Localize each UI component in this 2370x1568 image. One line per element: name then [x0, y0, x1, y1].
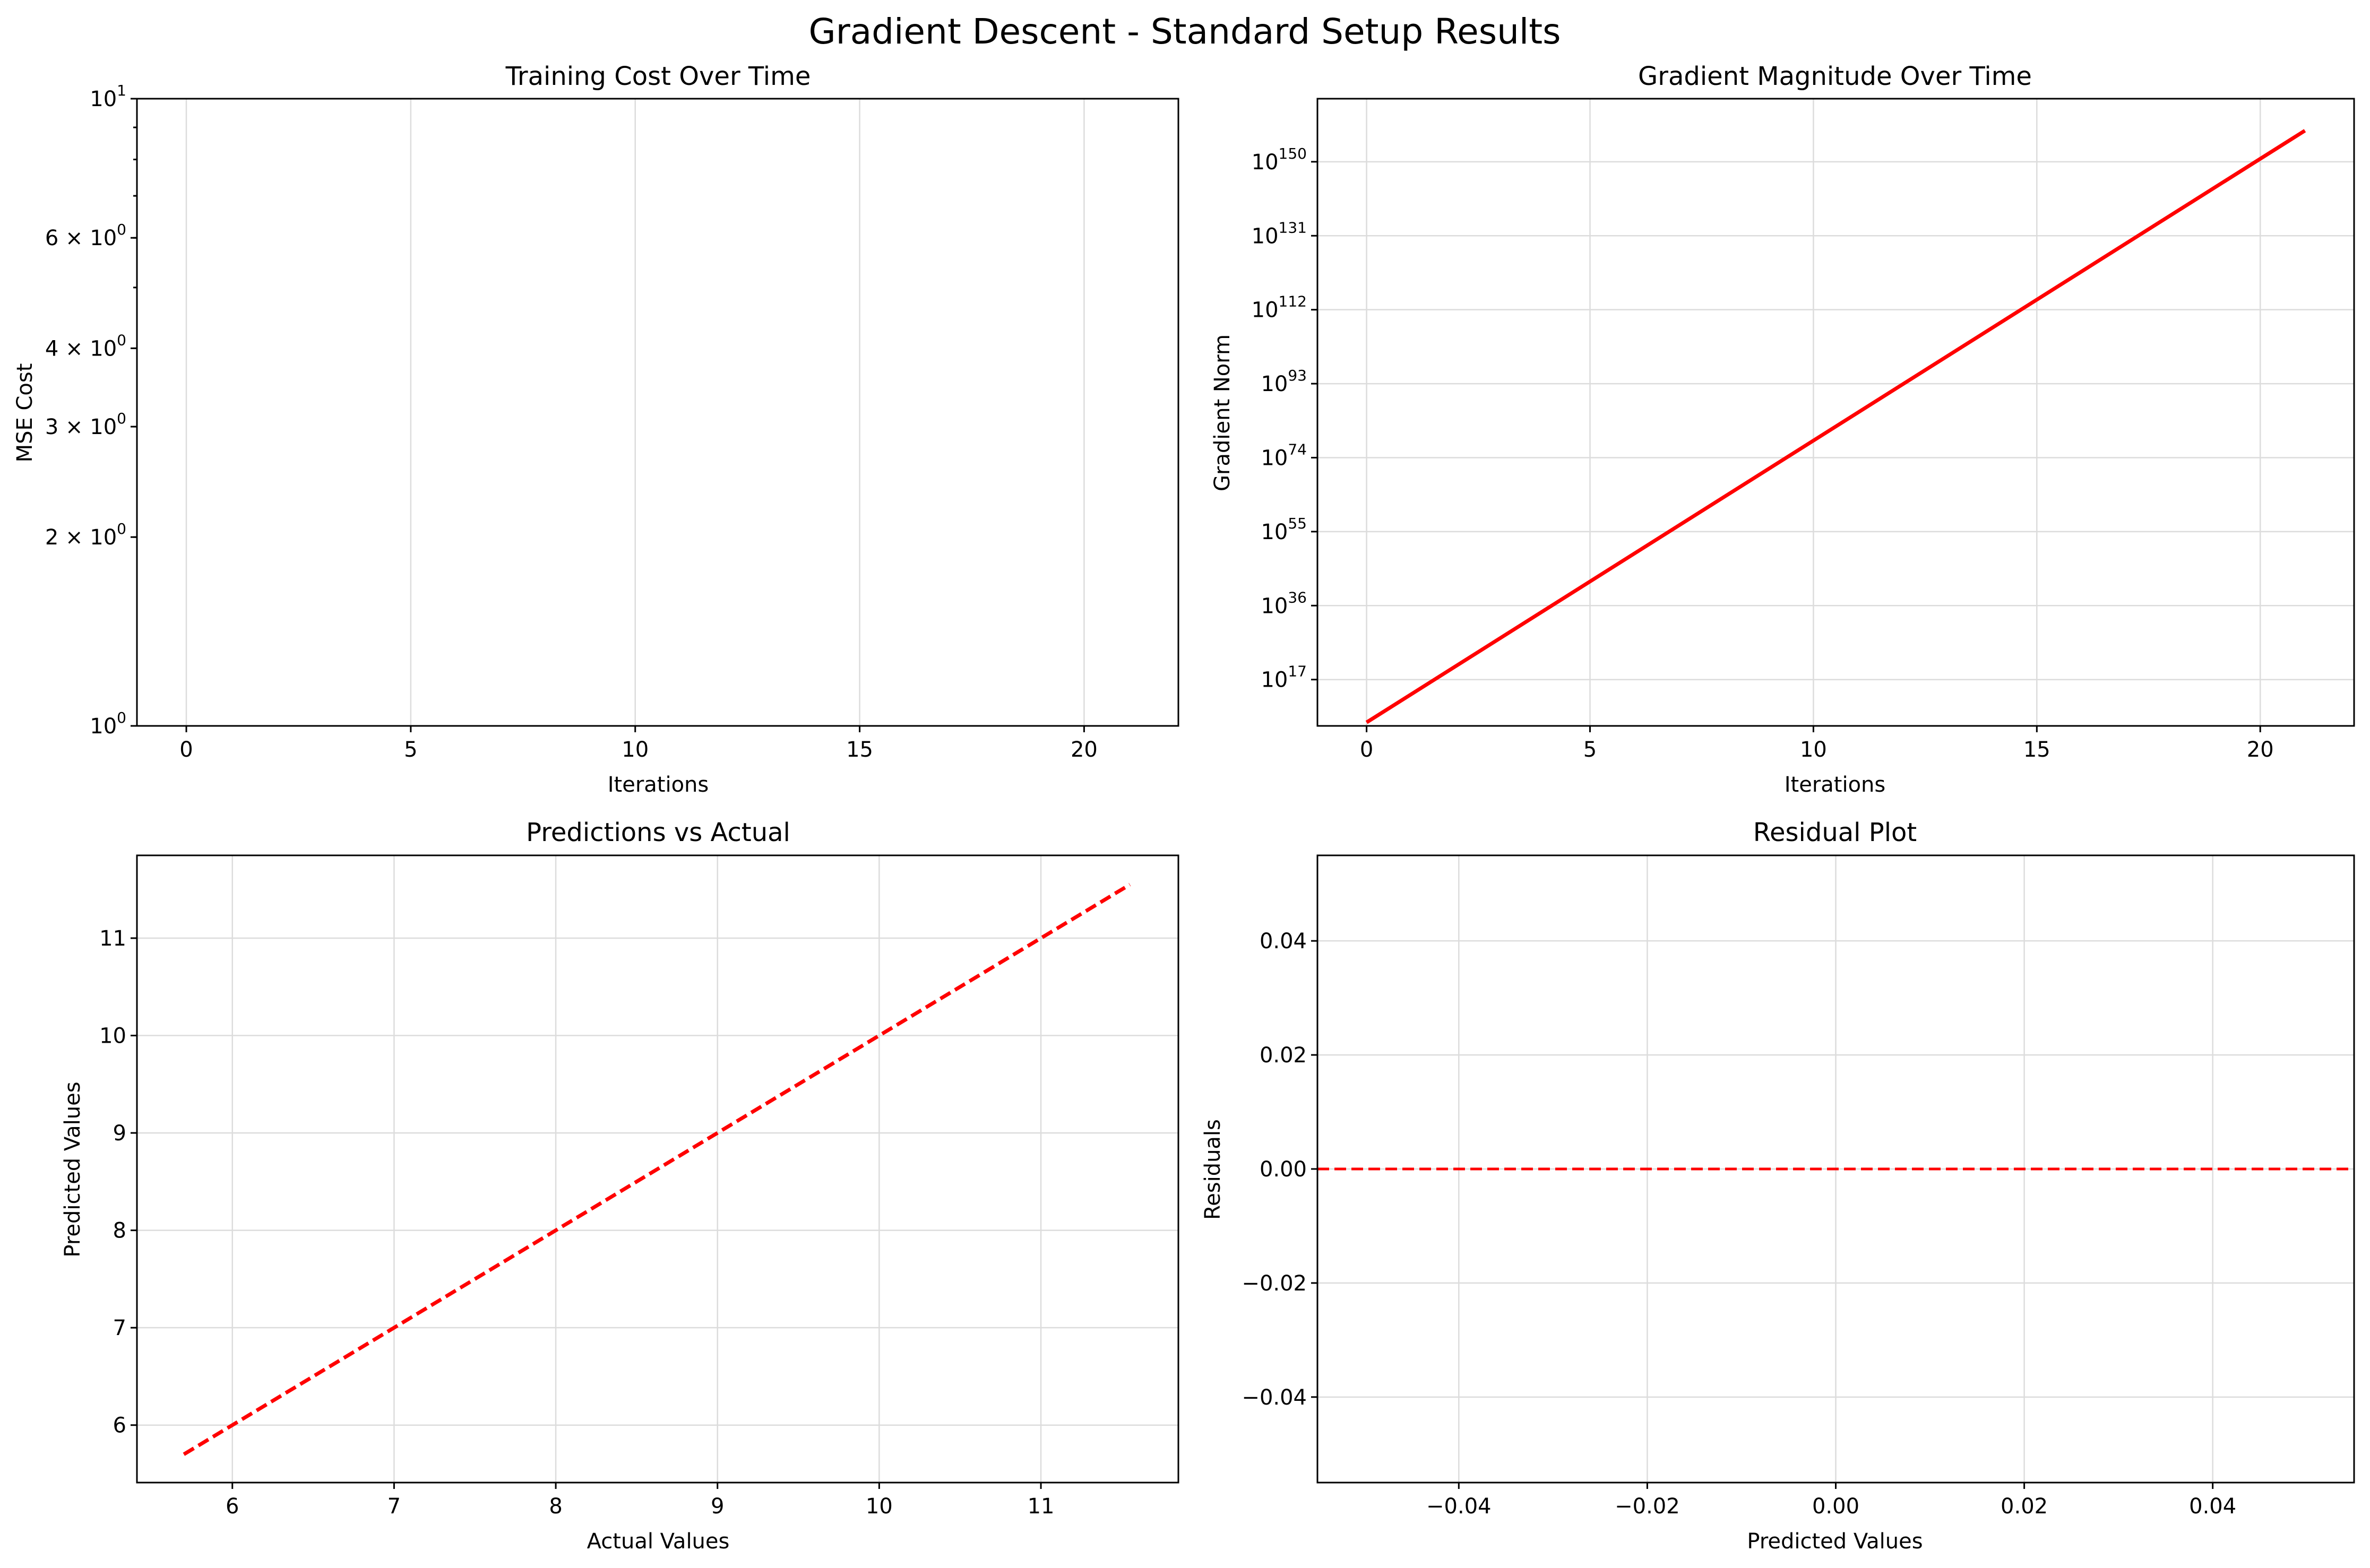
x-axis-label: Actual Values [587, 1529, 730, 1554]
y-axis-label: Predicted Values [61, 1081, 85, 1257]
y-tick-label: 10150 [1252, 145, 1307, 175]
gradient-magnitude-panel: Gradient Magnitude Over Time Iterations … [1210, 62, 2355, 797]
y-tick-label: 3 × 100 [45, 410, 126, 439]
x-tick-label: 0.04 [2189, 1494, 2236, 1519]
series-line [1365, 129, 2306, 724]
x-tick-label: 5 [404, 738, 417, 762]
y-tick-label: 1036 [1261, 588, 1307, 618]
x-tick-label: 0.02 [2001, 1494, 2048, 1519]
y-tick-label: 6 [113, 1414, 126, 1438]
y-tick-label: 9 [113, 1121, 126, 1146]
y-tick-label: 2 × 100 [45, 520, 126, 550]
grid [137, 98, 1178, 727]
x-tick-label: 5 [1583, 738, 1597, 762]
x-axis-label: Iterations [1785, 773, 1886, 797]
panel-title: Predictions vs Actual [526, 818, 790, 847]
x-tick-label: 9 [711, 1494, 724, 1519]
grid [137, 855, 1178, 1483]
panel-title: Gradient Magnitude Over Time [1638, 62, 2032, 91]
x-tick-label: 15 [846, 738, 873, 762]
panel-title: Residual Plot [1753, 818, 1917, 847]
x-tick-label: 8 [549, 1494, 562, 1519]
x-tick-label: 20 [1071, 738, 1098, 762]
x-tick-label: 7 [387, 1494, 401, 1519]
grid [1317, 99, 2354, 726]
y-tick-label: 4 × 100 [45, 331, 126, 361]
x-tick-label: 15 [2023, 738, 2050, 762]
y-axis-label: Residuals [1201, 1119, 1225, 1220]
x-tick-label: 0 [179, 738, 193, 762]
training-cost-panel: Training Cost Over Time Iterations MSE C… [13, 62, 1179, 797]
y-tick-label: −0.04 [1242, 1385, 1307, 1410]
y-tick-label: 0.02 [1260, 1043, 1307, 1068]
x-tick-label: 11 [1028, 1494, 1055, 1519]
y-tick-label: 6 × 100 [45, 221, 126, 250]
y-tick-label: 101 [90, 82, 126, 111]
y-tick-label: 100 [90, 709, 126, 739]
predictions-vs-actual-panel: Predictions vs Actual Actual Values Pred… [61, 818, 1179, 1554]
y-tick-label: 0.04 [1260, 929, 1307, 954]
x-tick-label: 20 [2247, 738, 2274, 762]
y-tick-label: 11 [99, 926, 126, 951]
x-tick-label: 10 [866, 1494, 893, 1519]
y-tick-label: 0.00 [1260, 1157, 1307, 1182]
x-tick-label: −0.04 [1426, 1494, 1492, 1519]
x-tick-label: 10 [622, 738, 649, 762]
y-tick-label: 10131 [1252, 219, 1307, 248]
residual-plot-panel: Residual Plot Predicted Values Residuals… [1201, 818, 2355, 1554]
x-tick-label: 10 [1800, 738, 1827, 762]
plot-frame [1316, 98, 2355, 727]
series-line [183, 883, 1131, 1456]
x-tick-label: −0.02 [1615, 1494, 1680, 1519]
y-tick-label: 1017 [1261, 663, 1307, 692]
y-tick-label: 1074 [1261, 440, 1307, 470]
y-tick-label: 8 [113, 1219, 126, 1243]
y-tick-label: −0.02 [1242, 1271, 1307, 1296]
x-axis-label: Iterations [608, 773, 709, 797]
x-axis-label: Predicted Values [1747, 1529, 1923, 1554]
y-tick-label: 1055 [1261, 515, 1307, 544]
y-tick-label: 1093 [1261, 367, 1307, 396]
y-tick-label: 7 [113, 1316, 126, 1340]
plot-frame [136, 854, 1179, 1484]
plot-frame [136, 98, 1179, 727]
x-tick-label: 0 [1360, 738, 1373, 762]
y-tick-label: 10 [99, 1024, 126, 1049]
x-tick-label: 0.00 [1812, 1494, 1859, 1519]
y-tick-label: 10112 [1252, 293, 1307, 323]
figure-title: Gradient Descent - Standard Setup Result… [808, 11, 1561, 52]
y-axis-label: MSE Cost [13, 363, 37, 463]
panel-title: Training Cost Over Time [505, 62, 811, 91]
y-axis-label: Gradient Norm [1210, 334, 1235, 491]
x-tick-label: 6 [226, 1494, 239, 1519]
